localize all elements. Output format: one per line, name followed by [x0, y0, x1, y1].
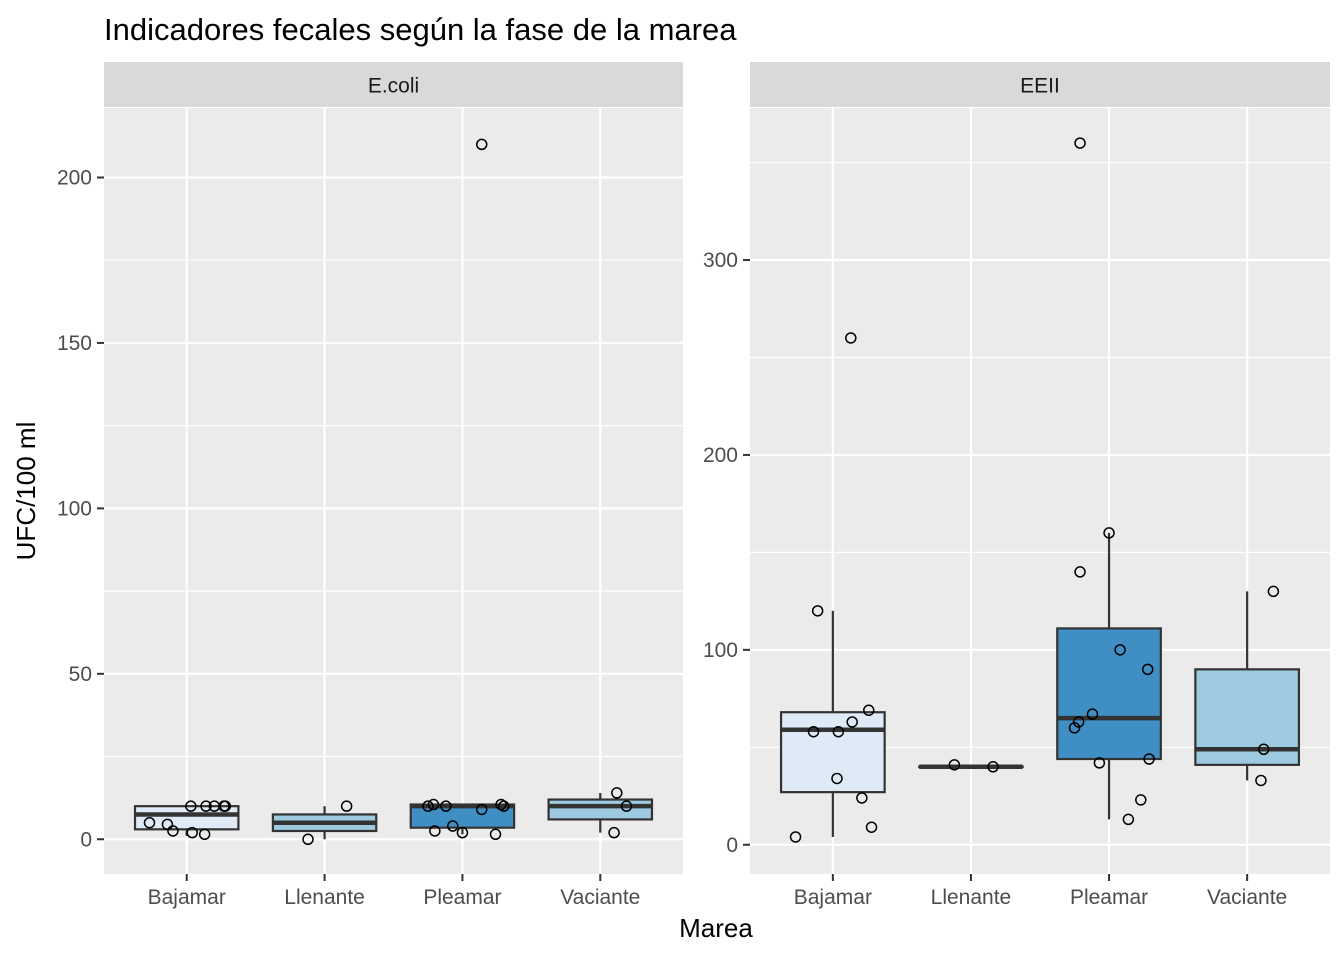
boxes-ecoli: [133, 798, 654, 833]
y-tick-label: 300: [703, 249, 738, 272]
data-point-pleamar: [1103, 527, 1115, 539]
data-point-vaciante: [611, 787, 623, 799]
panel-ecoli: E.coli 0 50 100 150 200 Bajamar Llenante Pleam…: [57, 62, 683, 909]
data-point-pleamar: [1122, 813, 1135, 826]
data-point-pleamar: [422, 800, 434, 812]
data-point-pleamar: [429, 825, 441, 837]
data-point-bajamar: [846, 716, 858, 728]
x-tick-label-llenante: Llenante: [284, 886, 365, 909]
data-point-pleamar: [498, 800, 510, 812]
panel-eeii: EEII 0 100 200 300 Bajamar Llenante Pleamar Va…: [703, 62, 1330, 909]
data-point-bajamar: [198, 828, 211, 841]
x-tick-label-bajamar: Bajamar: [794, 886, 872, 909]
data-point-bajamar: [863, 704, 875, 717]
x-tick-label-pleamar: Pleamar: [1070, 886, 1148, 909]
data-point-pleamar: [475, 803, 488, 816]
y-tick-label: 200: [703, 444, 738, 467]
data-point-pleamar: [1093, 757, 1106, 769]
data-point-bajamar: [856, 792, 868, 804]
data-point-pleamar: [1086, 708, 1099, 720]
data-point-vaciante: [1267, 585, 1280, 598]
points-ecoli: [143, 138, 633, 846]
data-point-vaciante: [608, 826, 620, 839]
data-point-pleamar: [440, 800, 452, 812]
data-point-bajamar: [807, 725, 820, 738]
strip-ecoli: [104, 62, 683, 107]
data-point-pleamar: [475, 138, 488, 151]
data-point-bajamar: [143, 816, 156, 829]
data-point-bajamar: [865, 821, 878, 833]
box-pleamar: [1056, 627, 1162, 761]
data-point-pleamar: [427, 798, 440, 811]
data-point-bajamar: [186, 826, 198, 839]
x-axis-eeii: Bajamar Llenante Pleamar Vaciante: [794, 874, 1287, 909]
data-point-llenante: [987, 761, 999, 773]
data-point-llenante: [302, 833, 314, 846]
data-point-bajamar: [831, 772, 843, 785]
data-point-bajamar: [219, 800, 232, 812]
y-tick-label: 0: [726, 834, 738, 857]
data-point-pleamar: [489, 828, 502, 841]
data-point-pleamar: [1135, 794, 1147, 806]
data-point-bajamar: [185, 800, 197, 812]
y-axis-title: UFC/100 ml: [11, 422, 41, 561]
y-tick-label: 100: [57, 497, 92, 520]
data-point-pleamar: [1068, 722, 1081, 734]
x-tick-label-vaciante: Vaciante: [1207, 886, 1287, 909]
chart-title: Indicadores fecales según la fase de la …: [104, 12, 737, 47]
x-tick-label-vaciante: Vaciante: [560, 886, 640, 909]
box-bajamar: [133, 805, 240, 831]
data-point-pleamar: [447, 820, 459, 832]
points-eeii: [789, 137, 1280, 843]
data-point-vaciante: [1255, 774, 1267, 787]
data-point-llenante: [340, 800, 353, 812]
box-vaciante: [547, 798, 654, 821]
data-point-bajamar: [811, 605, 824, 617]
data-point-bajamar: [167, 825, 179, 837]
x-tick-label-llenante: Llenante: [931, 886, 1012, 909]
data-point-pleamar: [1074, 137, 1086, 149]
gridlines-ecoli: [104, 108, 683, 874]
data-point-vaciante: [620, 800, 633, 812]
boxes-eeii: [779, 627, 1301, 794]
data-point-pleamar: [1072, 716, 1085, 728]
data-point-llenante: [948, 759, 961, 771]
data-point-pleamar: [1114, 644, 1126, 656]
data-point-bajamar: [789, 831, 802, 843]
data-point-bajamar: [200, 800, 212, 812]
data-point-pleamar: [456, 826, 469, 839]
data-point-bajamar: [845, 332, 857, 344]
x-tick-label-bajamar: Bajamar: [148, 886, 226, 909]
strip-eeii: [750, 62, 1330, 107]
panel-background-ecoli: [104, 108, 683, 874]
y-tick-label: 150: [57, 332, 92, 355]
data-point-pleamar: [1074, 566, 1086, 578]
data-point-pleamar: [1143, 753, 1155, 765]
y-tick-label: 50: [69, 663, 92, 686]
y-axis-eeii: 0 100 200 300: [703, 249, 750, 857]
gridlines-eeii: [750, 108, 1330, 874]
data-point-vaciante: [1257, 743, 1270, 756]
whiskers-eeii: [831, 532, 1249, 837]
y-tick-label: 100: [703, 639, 738, 662]
x-tick-label-pleamar: Pleamar: [423, 886, 501, 909]
x-axis-title: Marea: [679, 913, 753, 943]
y-tick-label: 0: [80, 828, 92, 851]
strip-label-eeii: EEII: [1020, 75, 1060, 98]
y-tick-label: 200: [57, 166, 92, 189]
data-point-pleamar: [1141, 663, 1154, 676]
x-axis-ecoli: Bajamar Llenante Pleamar Vaciante: [148, 874, 640, 909]
y-axis-ecoli: 0 50 100 150 200: [57, 166, 104, 851]
box-bajamar: [779, 711, 886, 794]
strip-label-ecoli: E.coli: [368, 75, 419, 98]
data-point-bajamar: [832, 725, 845, 738]
